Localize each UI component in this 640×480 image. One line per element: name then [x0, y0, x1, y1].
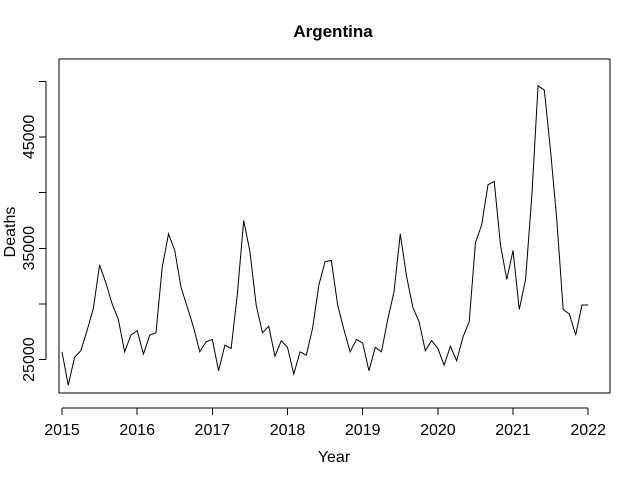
- x-axis-label: Year: [318, 449, 351, 466]
- x-tick-label: 2022: [570, 422, 606, 439]
- chart-title: Argentina: [293, 22, 373, 41]
- deaths-series-line: [61, 84, 589, 386]
- plot-frame: [58, 58, 611, 394]
- y-tick-label: 35000: [21, 226, 38, 271]
- y-axis: 25000 35000 45000: [21, 80, 47, 382]
- x-tick-label: 2016: [119, 422, 155, 439]
- y-tick-label: 25000: [21, 337, 38, 382]
- x-axis: 2015 2016 2017 2018 2019 2020 2021 2022: [44, 407, 606, 439]
- x-tick-label: 2017: [195, 422, 231, 439]
- x-tick-label: 2019: [345, 422, 381, 439]
- x-tick-label: 2015: [44, 422, 80, 439]
- y-axis-label: Deaths: [2, 207, 19, 258]
- y-tick-label: 45000: [21, 115, 38, 160]
- x-tick-label: 2020: [420, 422, 456, 439]
- x-tick-label: 2018: [270, 422, 306, 439]
- x-tick-label: 2021: [495, 422, 531, 439]
